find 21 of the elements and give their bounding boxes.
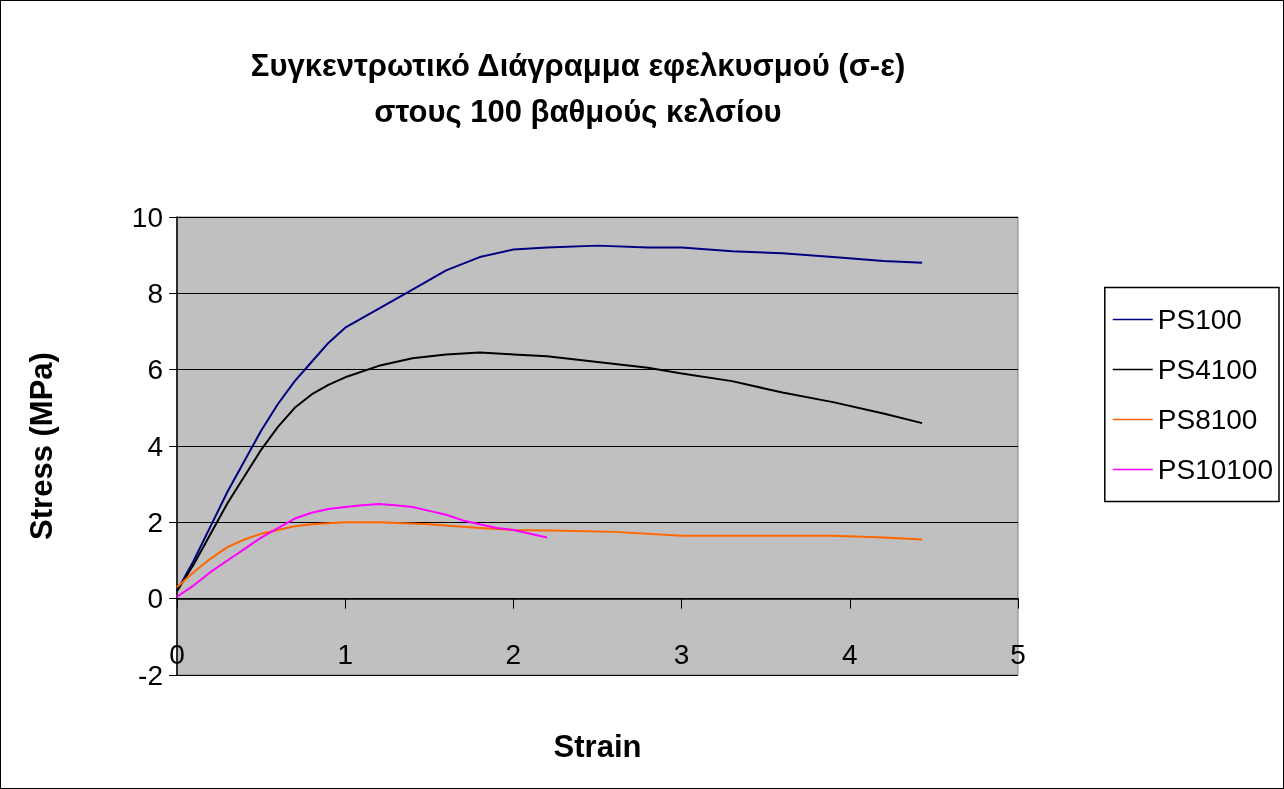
x-tick-label: 1 [337,638,353,670]
y-tick-label: 10 [131,201,163,233]
y-tick-label: 2 [147,506,163,538]
y-axis-title: Stress (MPa) [24,352,59,540]
line-series [176,521,924,589]
y-tick-label: 6 [147,354,163,386]
legend-label: PS4100 [1157,354,1258,385]
x-axis-title: Strain [553,729,642,764]
legend-label: PS100 [1157,304,1242,335]
y-tick-label: 0 [147,583,163,615]
x-tick-label: 5 [1010,638,1026,670]
chart-title: Συγκεντρωτικό Διάγραμμα εφελκυσμού (σ-ε) στους 100 βαθμούς κελσίου [250,47,906,129]
y-tick-label: 8 [147,277,163,309]
x-tick-label: 4 [842,638,858,670]
line-series [176,503,549,598]
y-tick-label: -2 [138,659,163,691]
x-tick-label: 3 [673,638,690,670]
x-tick-label: 2 [505,638,522,670]
y-tick-label: 4 [147,430,163,462]
legend-label: PS10100 [1157,454,1274,485]
legend-label: PS8100 [1157,404,1258,435]
